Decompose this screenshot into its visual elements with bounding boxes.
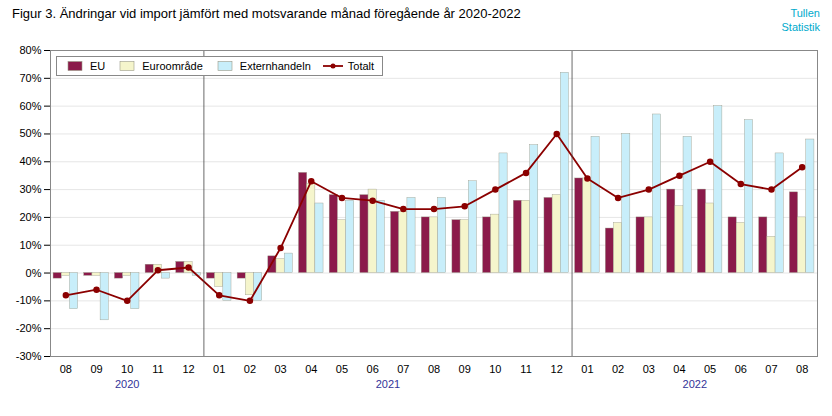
svg-text:-30%: -30%	[16, 350, 42, 362]
svg-text:11: 11	[520, 363, 531, 375]
svg-text:60%: 60%	[19, 100, 41, 112]
html-text:Externhandeln: Externhandeln	[239, 60, 311, 72]
svg-text:-10%: -10%	[16, 294, 42, 306]
html-text:Tullen: Tullen	[790, 7, 820, 19]
svg-text:0%: 0%	[26, 267, 42, 279]
html-text:Statistik: Statistik	[781, 21, 820, 33]
svg-text:10: 10	[121, 363, 133, 375]
svg-text:01: 01	[581, 363, 593, 375]
svg-text:2021: 2021	[376, 378, 400, 390]
svg-text:02: 02	[612, 363, 624, 375]
html-text:Figur 3. Ändringar vid import: Figur 3. Ändringar vid import jämfört me…	[12, 6, 521, 21]
svg-text:10%: 10%	[19, 239, 41, 251]
svg-text:50%: 50%	[19, 127, 41, 139]
svg-text:05: 05	[336, 363, 348, 375]
svg-text:70%: 70%	[19, 72, 41, 84]
svg-text:03: 03	[274, 363, 286, 375]
svg-text:03: 03	[643, 363, 655, 375]
svg-text:08: 08	[428, 363, 440, 375]
html-text:Euroområde: Euroområde	[142, 60, 203, 72]
svg-text:08: 08	[796, 363, 808, 375]
svg-text:-20%: -20%	[16, 322, 42, 334]
svg-text:2022: 2022	[683, 378, 707, 390]
svg-text:05: 05	[704, 363, 716, 375]
html-text:Totalt: Totalt	[347, 60, 375, 72]
svg-text:80%: 80%	[19, 44, 41, 56]
svg-text:04: 04	[305, 363, 317, 375]
svg-text:09: 09	[459, 363, 471, 375]
svg-text:10: 10	[489, 363, 501, 375]
svg-text:06: 06	[735, 363, 747, 375]
svg-text:07: 07	[397, 363, 409, 375]
svg-text:02: 02	[244, 363, 256, 375]
svg-text:12: 12	[551, 363, 563, 375]
svg-text:06: 06	[367, 363, 379, 375]
svg-text:07: 07	[765, 363, 777, 375]
svg-text:40%: 40%	[19, 155, 41, 167]
svg-text:12: 12	[182, 363, 194, 375]
svg-text:04: 04	[673, 363, 685, 375]
svg-text:20%: 20%	[19, 211, 41, 223]
html-text:EU: EU	[90, 60, 106, 72]
svg-text:11: 11	[152, 363, 163, 375]
svg-text:2020: 2020	[115, 378, 139, 390]
svg-text:01: 01	[213, 363, 225, 375]
svg-text:30%: 30%	[19, 183, 41, 195]
svg-text:09: 09	[90, 363, 102, 375]
svg-text:08: 08	[60, 363, 72, 375]
